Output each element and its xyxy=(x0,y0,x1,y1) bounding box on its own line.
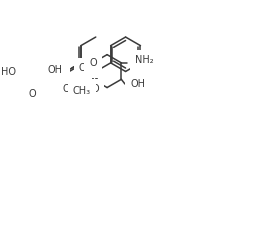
Text: O: O xyxy=(89,58,97,68)
Text: O: O xyxy=(92,84,100,94)
Text: NH₂: NH₂ xyxy=(135,55,153,65)
Text: O: O xyxy=(28,89,36,98)
Text: CH₃: CH₃ xyxy=(73,86,91,96)
Text: O: O xyxy=(89,58,97,68)
Text: O: O xyxy=(62,84,70,94)
Text: OH: OH xyxy=(130,79,145,89)
Text: HO: HO xyxy=(1,67,16,77)
Text: OH: OH xyxy=(78,63,93,73)
Text: OH: OH xyxy=(48,65,63,75)
